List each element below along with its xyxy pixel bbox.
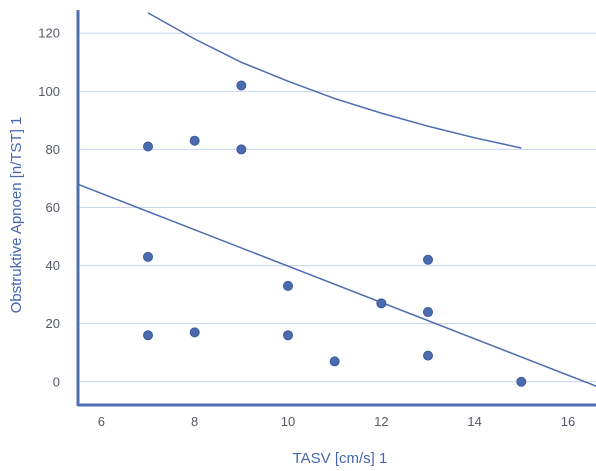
- x-tick-label: 8: [191, 414, 198, 429]
- y-tick-label: 40: [46, 258, 60, 273]
- x-tick-label: 16: [561, 414, 575, 429]
- grid-lines: [78, 32, 596, 383]
- data-point: [376, 298, 387, 309]
- x-tick-label: 14: [467, 414, 481, 429]
- data-point: [189, 135, 200, 146]
- y-tick-label: 80: [46, 142, 60, 157]
- x-tick-label: 12: [374, 414, 388, 429]
- y-tick-label: 100: [38, 84, 60, 99]
- data-point: [283, 330, 293, 341]
- tick-labels: 0 20 40 60 80 100 120 6 8 10 12 14 16: [38, 26, 575, 429]
- x-axis-title: TASV [cm/s] 1: [293, 450, 388, 467]
- axes: [76, 10, 596, 407]
- y-axis-title: Obstruktive Apnoen [n/TST] 1: [8, 117, 25, 314]
- y-tick-label: 20: [46, 316, 60, 331]
- x-tick-label: 6: [98, 414, 105, 429]
- y-tick-label: 120: [38, 26, 60, 41]
- y-tick-label: 60: [46, 200, 60, 215]
- data-point: [143, 251, 153, 262]
- data-point: [423, 307, 433, 318]
- data-point: [189, 327, 200, 338]
- data-point: [516, 376, 527, 387]
- x-tick-label: 10: [281, 414, 295, 429]
- data-point: [143, 330, 153, 341]
- data-points: [143, 80, 527, 387]
- trend-lines: [77, 12, 596, 387]
- y-tick-label: 0: [53, 374, 60, 389]
- data-point: [423, 254, 433, 265]
- data-point: [236, 80, 247, 91]
- data-point: [143, 141, 153, 152]
- data-point: [283, 280, 293, 291]
- data-point: [423, 350, 433, 361]
- upper-curve: [147, 12, 522, 149]
- data-point: [329, 356, 340, 367]
- regression-line: [77, 183, 596, 387]
- data-point: [236, 144, 247, 155]
